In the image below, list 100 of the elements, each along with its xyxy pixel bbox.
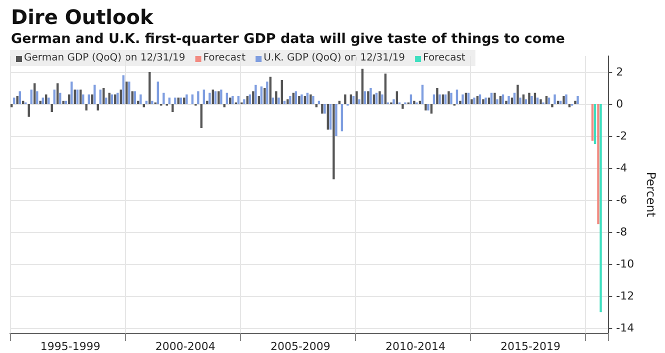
bar — [459, 100, 462, 104]
bar — [16, 96, 18, 104]
y-tick-label: -8 — [616, 226, 628, 239]
legend-label: Forecast — [203, 52, 246, 64]
bar — [120, 90, 122, 104]
chart-title: Dire Outlook — [11, 5, 154, 29]
bar — [218, 91, 220, 104]
bar — [212, 90, 214, 104]
bar — [208, 92, 211, 104]
y-tick-label: -6 — [616, 194, 628, 207]
x-tick-label: 2005-2009 — [270, 340, 330, 353]
bar — [370, 88, 372, 104]
bar — [180, 98, 182, 104]
bar — [358, 99, 360, 104]
bar — [74, 90, 76, 104]
bar — [562, 96, 565, 104]
bar — [530, 96, 533, 104]
bar — [105, 98, 108, 104]
bar — [528, 92, 530, 104]
bar — [220, 90, 222, 104]
bar — [246, 96, 249, 104]
y-tick-label: -2 — [616, 130, 628, 143]
bar — [340, 104, 344, 132]
bar — [148, 72, 151, 104]
bar — [344, 94, 346, 104]
bar — [324, 104, 326, 114]
bar — [321, 104, 324, 114]
bar — [356, 91, 358, 104]
bar — [294, 91, 298, 104]
bar — [554, 94, 556, 104]
bar — [156, 82, 160, 104]
bar — [200, 104, 203, 128]
bar — [381, 94, 384, 104]
bar — [510, 98, 514, 104]
bar — [34, 83, 36, 104]
x-tick-label: 2000-2004 — [155, 340, 216, 353]
bar — [116, 92, 119, 104]
bar — [131, 91, 134, 104]
bar — [413, 100, 416, 104]
bar — [448, 91, 450, 104]
bar — [505, 100, 508, 104]
bar — [280, 80, 284, 104]
bar — [266, 82, 268, 104]
bar — [310, 94, 312, 104]
bar — [70, 82, 73, 104]
bar — [174, 98, 176, 104]
bar — [594, 104, 596, 144]
bar — [482, 99, 484, 104]
bar — [421, 84, 424, 104]
y-tick-label: 0 — [616, 98, 624, 111]
bar — [36, 91, 38, 104]
y-tick-label: -12 — [616, 290, 634, 303]
bar — [264, 88, 266, 104]
bar — [332, 104, 335, 180]
bar — [574, 100, 576, 104]
bar — [516, 84, 519, 104]
bar — [76, 90, 79, 104]
bar — [168, 98, 171, 104]
x-tick-label: 2015-2019 — [500, 340, 560, 353]
bar — [326, 104, 330, 130]
bar — [335, 104, 338, 136]
y-axis-title: Percent — [644, 172, 658, 218]
bar — [214, 91, 217, 104]
bar — [329, 104, 332, 130]
bar — [197, 91, 200, 104]
bar — [82, 94, 84, 104]
bar — [462, 94, 464, 104]
bar — [278, 98, 280, 104]
bar — [42, 98, 44, 104]
bar — [53, 90, 56, 104]
bar — [151, 100, 154, 104]
bar — [289, 96, 292, 104]
bar — [59, 92, 62, 104]
bar — [352, 96, 355, 104]
bar — [450, 92, 452, 104]
bar — [134, 91, 136, 104]
bar — [122, 75, 125, 104]
bar — [508, 96, 510, 104]
bar — [361, 68, 364, 104]
bar — [576, 96, 579, 104]
bar — [99, 90, 102, 104]
bar — [94, 84, 96, 104]
chart-subtitle: German and U.K. first-quarter GDP data will give taste of things to come — [11, 31, 565, 47]
bar — [484, 98, 487, 104]
bar — [494, 92, 496, 104]
bar — [470, 99, 473, 104]
bar — [243, 99, 246, 104]
bar — [48, 98, 50, 104]
bar — [56, 83, 59, 104]
y-tick-label: -4 — [616, 162, 628, 175]
bar — [392, 99, 395, 104]
x-tick-label: 1995-1999 — [40, 340, 100, 353]
bar — [300, 94, 303, 104]
bar — [364, 91, 366, 104]
bar — [13, 98, 16, 104]
x-tick-label: 2010-2014 — [385, 340, 446, 353]
bar — [499, 96, 502, 104]
y-tick-label: 2 — [616, 66, 624, 79]
bar — [126, 82, 128, 104]
y-tick-label: -10 — [616, 258, 634, 271]
